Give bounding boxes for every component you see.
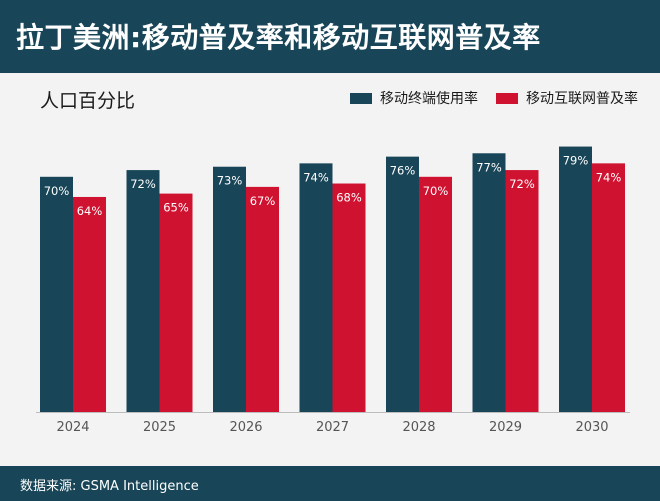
- bar-internet-2026: [246, 186, 279, 412]
- bar-mobile-2027: [299, 163, 333, 412]
- bar-mobile-2030: [559, 146, 592, 412]
- header-bar: 拉丁美洲:移动普及率和移动互联网普及率: [0, 0, 660, 73]
- data-label-mobile-2027: 74%: [303, 170, 329, 184]
- x-tick-label-2024: 2024: [56, 420, 89, 435]
- bar-internet-2025: [159, 193, 193, 412]
- bar-chart: 70% 64% 2024 72% 65% 2025 73% 67% 2026 74% 68% 2027…: [36, 146, 630, 435]
- data-label-mobile-2029: 77%: [476, 160, 502, 174]
- x-tick-label-2029: 2029: [489, 420, 522, 435]
- legend-swatch-internet: [496, 92, 518, 104]
- x-tick-label-2028: 2028: [402, 420, 435, 435]
- data-label-internet-2030: 74%: [596, 170, 622, 184]
- data-label-internet-2027: 68%: [336, 191, 362, 205]
- legend-item-internet: 移动互联网普及率: [496, 88, 638, 108]
- source-note: 数据来源: GSMA Intelligence: [20, 479, 199, 494]
- legend: 移动终端使用率 移动互联网普及率: [332, 88, 638, 108]
- bar-mobile-2025: [126, 170, 160, 412]
- data-label-internet-2029: 72%: [509, 177, 535, 191]
- bar-internet-2028: [419, 176, 452, 412]
- legend-item-mobile: 移动终端使用率: [350, 88, 478, 108]
- bar-internet-2029: [505, 170, 539, 412]
- x-tick-label-2030: 2030: [575, 420, 608, 435]
- bar-mobile-2026: [213, 166, 246, 412]
- footer-bar: 数据来源: GSMA Intelligence: [0, 466, 660, 501]
- bar-mobile-2024: [40, 176, 73, 412]
- data-label-internet-2028: 70%: [423, 184, 449, 198]
- data-label-mobile-2024: 70%: [44, 184, 70, 198]
- legend-label-internet: 移动互联网普及率: [526, 91, 638, 107]
- unit-label: 人口百分比: [40, 90, 136, 112]
- data-label-internet-2024: 64%: [77, 204, 103, 218]
- data-label-internet-2025: 65%: [163, 201, 189, 215]
- bar-mobile-2029: [472, 153, 506, 412]
- bar-mobile-2028: [386, 156, 419, 412]
- bar-internet-2024: [73, 196, 106, 412]
- chart-title: 拉丁美洲:移动普及率和移动互联网普及率: [16, 21, 541, 54]
- bar-internet-2030: [592, 163, 625, 412]
- x-tick-label-2026: 2026: [229, 420, 262, 435]
- x-tick-label-2027: 2027: [316, 420, 349, 435]
- bar-internet-2027: [332, 183, 366, 412]
- data-label-internet-2026: 67%: [250, 194, 276, 208]
- x-tick-label-2025: 2025: [143, 420, 176, 435]
- data-label-mobile-2028: 76%: [390, 164, 416, 178]
- data-label-mobile-2030: 79%: [563, 154, 589, 168]
- legend-swatch-mobile: [350, 92, 372, 104]
- data-label-mobile-2025: 72%: [130, 177, 156, 191]
- legend-label-mobile: 移动终端使用率: [380, 91, 478, 107]
- data-label-mobile-2026: 73%: [217, 174, 243, 188]
